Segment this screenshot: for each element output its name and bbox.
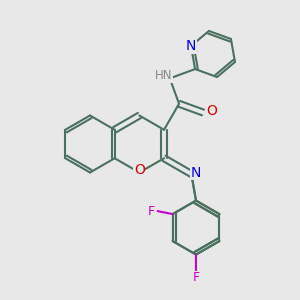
Text: H: H — [162, 68, 172, 81]
Text: N: N — [190, 166, 201, 179]
Text: F: F — [148, 205, 155, 218]
Text: HN: HN — [154, 70, 172, 83]
Text: N: N — [186, 39, 196, 53]
Text: O: O — [134, 163, 145, 176]
Text: O: O — [206, 104, 217, 118]
Text: F: F — [193, 271, 200, 284]
